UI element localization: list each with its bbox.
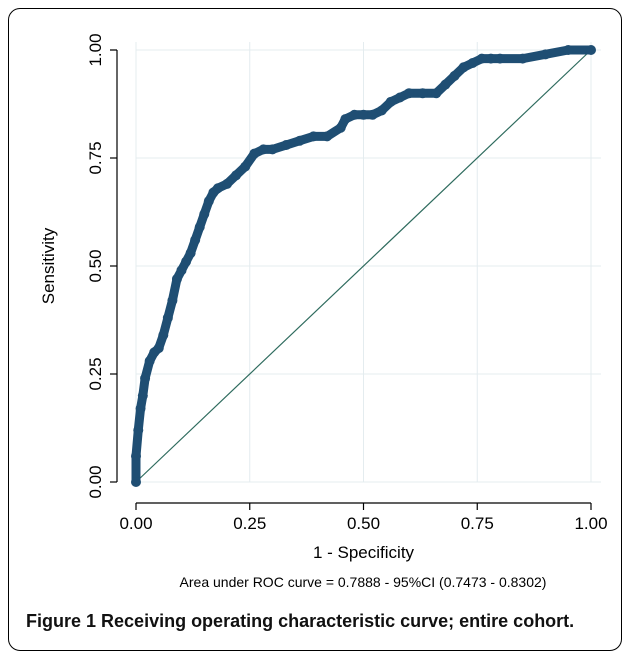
y-tick-label: 0.50 — [86, 249, 105, 282]
roc-point — [367, 109, 378, 120]
roc-chart: 0.00 0.25 0.50 0.75 1.00 0.00 0.25 0.50 0.75 1.00… — [39, 33, 608, 590]
x-tick-label: 0.00 — [119, 514, 152, 533]
roc-point — [222, 178, 232, 189]
figure-frame: 0.00 0.25 0.50 0.75 1.00 0.00 0.25 0.50 0.75 1.00… — [8, 8, 622, 651]
roc-point — [158, 330, 169, 341]
roc-point — [194, 222, 205, 233]
roc-point — [308, 131, 319, 142]
roc-point — [199, 209, 210, 220]
roc-point — [249, 148, 260, 159]
roc-point — [190, 235, 201, 246]
x-tick-label: 0.75 — [461, 514, 494, 533]
roc-point — [335, 122, 346, 133]
roc-point — [540, 49, 551, 60]
roc-point — [586, 45, 596, 55]
reference-diagonal — [135, 49, 592, 483]
roc-point — [131, 477, 141, 487]
roc-point — [394, 92, 405, 103]
roc-point — [458, 62, 469, 73]
roc-point — [212, 183, 223, 194]
y-tick-label: 0.25 — [86, 357, 105, 390]
y-axis-label: Sensitivity — [39, 227, 58, 304]
roc-point — [431, 88, 442, 99]
roc-point — [476, 53, 487, 64]
roc-point — [467, 57, 478, 68]
x-tick-label: 1.00 — [574, 514, 607, 533]
roc-point — [131, 451, 141, 462]
roc-point — [144, 356, 155, 367]
axes — [110, 49, 592, 510]
roc-point — [485, 53, 496, 64]
roc-point — [162, 312, 173, 323]
roc-point — [167, 295, 178, 306]
roc-point — [231, 170, 242, 181]
roc-point — [385, 96, 396, 107]
y-tick-label: 0.00 — [86, 465, 105, 498]
auc-note: Area under ROC curve = 0.7888 - 95%CI (0… — [180, 574, 547, 590]
roc-point — [171, 273, 182, 284]
roc-point — [322, 131, 333, 142]
caption-text: Receiving operating characteristic curve… — [101, 611, 575, 631]
x-tick-label: 0.50 — [347, 514, 380, 533]
roc-point — [137, 390, 148, 401]
roc-point — [349, 109, 360, 120]
roc-point — [376, 105, 387, 116]
roc-point — [240, 161, 251, 172]
roc-point — [358, 109, 369, 120]
roc-point — [404, 88, 414, 99]
roc-point — [185, 248, 196, 259]
roc-point — [340, 114, 351, 125]
roc-point — [440, 79, 451, 90]
roc-point — [258, 144, 269, 155]
grid-lines — [135, 42, 601, 483]
roc-series — [131, 45, 596, 487]
roc-point — [181, 256, 192, 267]
roc-point — [449, 70, 460, 81]
roc-point — [281, 140, 292, 151]
roc-point — [294, 135, 305, 146]
figure-caption: Figure 1 Receiving operating characteris… — [26, 609, 611, 633]
tick-labels: 0.00 0.25 0.50 0.75 1.00 0.00 0.25 0.50 0.75 1.00 — [86, 33, 608, 533]
roc-point — [267, 144, 278, 155]
x-axis-label: 1 - Specificity — [313, 543, 415, 562]
roc-point — [153, 343, 164, 354]
roc-point — [563, 45, 574, 55]
y-tick-label: 0.75 — [86, 141, 105, 174]
roc-point — [176, 265, 187, 276]
roc-point — [135, 403, 146, 414]
x-tick-label: 0.25 — [233, 514, 266, 533]
roc-point — [495, 53, 505, 64]
roc-point — [140, 373, 151, 384]
caption-label: Figure 1 — [26, 611, 97, 631]
roc-point — [203, 196, 214, 207]
roc-point — [417, 88, 428, 99]
roc-point — [517, 53, 528, 64]
roc-point — [133, 425, 144, 436]
y-tick-label: 1.00 — [86, 33, 105, 66]
